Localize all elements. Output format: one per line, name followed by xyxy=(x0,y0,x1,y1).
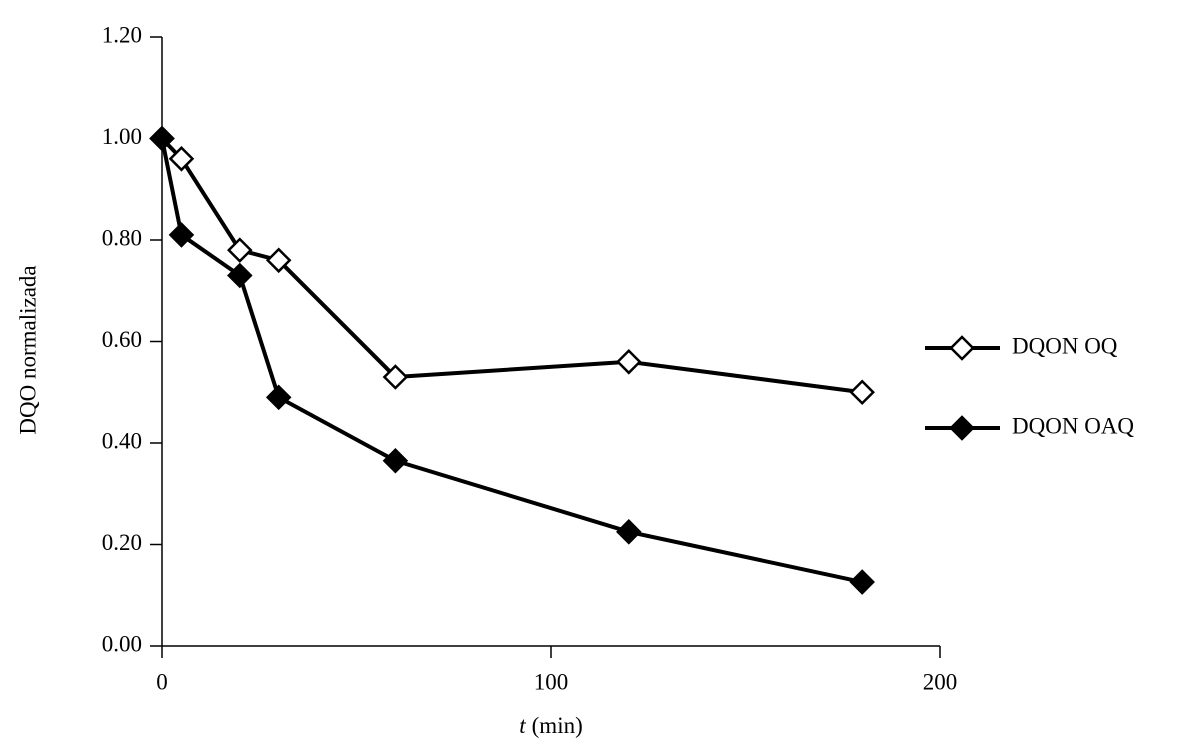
legend-label: DQON OQ xyxy=(1012,333,1118,358)
data-point xyxy=(382,447,409,474)
series-line xyxy=(160,138,863,585)
x-axis-label-unit: (min) xyxy=(532,713,583,738)
data-point xyxy=(168,146,195,172)
x-tick-label: 200 xyxy=(923,669,958,694)
series-line xyxy=(160,137,863,395)
y-axis-label: DQO normalizada xyxy=(15,265,40,434)
data-point xyxy=(227,237,253,263)
data-point xyxy=(168,222,195,248)
y-tick-label: 0.00 xyxy=(102,631,142,656)
data-point xyxy=(227,262,253,289)
x-axis-label-var: t xyxy=(519,713,526,738)
data-point xyxy=(265,384,292,411)
data-point xyxy=(265,247,292,274)
legend-label: DQON OAQ xyxy=(1012,413,1134,438)
data-point xyxy=(849,569,875,595)
x-tick-label: 100 xyxy=(534,669,569,694)
y-tick-label: 0.40 xyxy=(102,428,142,453)
x-axis-label: t (min) xyxy=(519,713,583,738)
legend-marker xyxy=(949,335,975,361)
y-tick-label: 0.80 xyxy=(102,225,142,250)
data-point xyxy=(382,364,409,390)
y-tick-label: 0.60 xyxy=(102,327,142,352)
legend-marker xyxy=(949,415,975,441)
data-point xyxy=(849,379,875,406)
y-tick-label: 0.20 xyxy=(102,530,142,555)
data-point xyxy=(616,349,642,375)
y-tick-label: 1.00 xyxy=(102,124,142,149)
x-tick-label: 0 xyxy=(156,669,168,694)
data-point xyxy=(149,125,175,152)
y-tick-label: 1.20 xyxy=(102,22,142,47)
data-point xyxy=(616,519,642,545)
